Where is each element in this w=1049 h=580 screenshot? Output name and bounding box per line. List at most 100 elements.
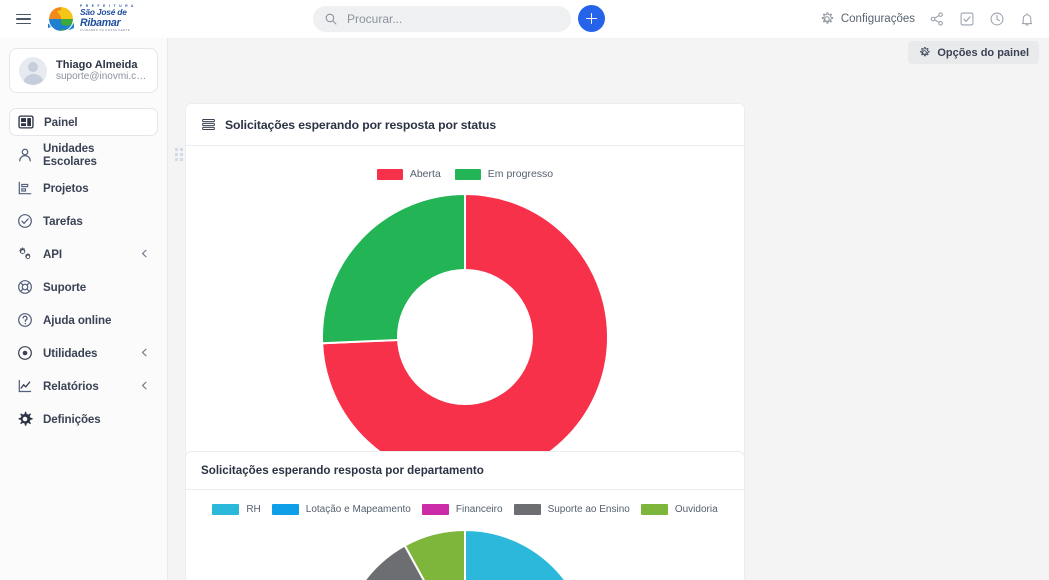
legend-swatch-rh <box>212 504 240 515</box>
sidebar-item-api[interactable]: API <box>9 240 158 268</box>
card-title: Solicitações esperando por resposta por … <box>225 117 497 132</box>
sidebar-label-painel: Painel <box>44 115 78 129</box>
sidebar-label-ajuda-online: Ajuda online <box>43 313 112 327</box>
legend-item-suporte-ao-ensino[interactable]: Suporte ao Ensino <box>513 504 630 515</box>
gears-icon <box>18 247 31 260</box>
search-container <box>313 6 571 32</box>
donut-chart-container <box>186 184 744 496</box>
sidebar-label-tarefas: Tarefas <box>43 214 83 228</box>
prefeitura-crest-icon <box>48 6 74 32</box>
legend-item-rh[interactable]: RH <box>212 504 261 515</box>
user-icon <box>19 148 31 162</box>
card2-header: Solicitações esperando resposta por depa… <box>186 452 744 490</box>
sidebar-item-relatorios[interactable]: Relatórios <box>9 372 158 400</box>
legend-item-ouvidoria[interactable]: Ouvidoria <box>640 504 718 515</box>
sidebar-item-projetos[interactable]: Projetos <box>9 174 158 202</box>
slice-ouvidoria[interactable] <box>403 528 466 580</box>
panel-options-label: Opções do painel <box>937 46 1029 59</box>
legend-swatch-suporte <box>513 504 541 515</box>
sidebar-label-definicoes: Definições <box>43 412 101 426</box>
bell-icon[interactable] <box>1019 11 1035 27</box>
card-body: Aberta Em progresso <box>186 146 744 504</box>
pie-slices[interactable] <box>340 528 590 580</box>
sidebar-label-relatorios: Relatórios <box>43 379 99 393</box>
legend-swatch-ouvidoria <box>640 504 668 515</box>
dot-circle-icon <box>18 346 32 360</box>
legend-swatch-em-progresso <box>454 168 481 180</box>
legend-label-lotacao: Lotação e Mapeamento <box>305 504 411 515</box>
projects-icon <box>18 181 32 195</box>
sidebar-label-api: API <box>43 247 63 261</box>
card-header: Solicitações esperando por resposta por … <box>186 104 744 146</box>
profile-email: suporte@inovmi.com... <box>56 71 148 82</box>
pie-chart[interactable] <box>320 527 610 580</box>
sidebar-item-suporte[interactable]: Suporte <box>9 273 158 301</box>
settings-label: Configurações <box>840 13 915 25</box>
donut-hole <box>397 269 533 405</box>
sidebar-label-projetos: Projetos <box>43 181 89 195</box>
slice-rh[interactable] <box>464 528 590 580</box>
brand-text: P R E F E I T U R A São José de Ribamar … <box>80 4 135 33</box>
donut-chart[interactable] <box>320 192 610 482</box>
sidebar-item-definicoes[interactable]: Definições <box>9 405 158 433</box>
search-input[interactable] <box>313 6 571 32</box>
sidebar-item-tarefas[interactable]: Tarefas <box>9 207 158 235</box>
sidebar-label-utilidades: Utilidades <box>43 346 98 360</box>
brand-subtitle: CUIDANDO DA NOSSA GENTE <box>80 29 131 33</box>
chevron-left-icon[interactable] <box>140 249 149 258</box>
brand-logo[interactable]: P R E F E I T U R A São José de Ribamar … <box>46 4 135 33</box>
hamburger-icon[interactable] <box>6 0 40 38</box>
profile-text: Thiago Almeida suporte@inovmi.com... <box>56 59 148 82</box>
avatar <box>19 56 47 85</box>
legend-label-suporte: Suporte ao Ensino <box>547 504 630 515</box>
pie-legend: RH Lotação e Mapeamento Financeiro Supor… <box>186 504 744 515</box>
profile-card[interactable]: Thiago Almeida suporte@inovmi.com... <box>9 48 158 93</box>
chevron-left-icon[interactable] <box>140 381 149 390</box>
donut-legend: Aberta Em progresso <box>186 168 744 180</box>
sidebar-item-ajuda-online[interactable]: Ajuda online <box>9 306 158 334</box>
lifebuoy-icon <box>18 280 32 294</box>
legend-label-rh: RH <box>246 504 261 515</box>
sidebar-item-utilidades[interactable]: Utilidades <box>9 339 158 367</box>
sidebar: Thiago Almeida suporte@inovmi.com... Pai… <box>0 38 168 580</box>
legend-swatch-financeiro <box>421 504 449 515</box>
pie-chart-container <box>186 527 744 580</box>
card-solicitacoes-departamento: Solicitações esperando resposta por depa… <box>185 451 745 580</box>
panel-options-button[interactable]: Opções do painel <box>908 41 1039 64</box>
top-right-actions: Configurações <box>819 0 1035 38</box>
legend-item-aberta[interactable]: Aberta <box>376 168 441 180</box>
check-circle-icon <box>18 214 32 228</box>
gear-icon <box>821 12 834 24</box>
legend-item-lotacao-e-mapeamento[interactable]: Lotação e Mapeamento <box>271 504 411 515</box>
legend-item-em-progresso[interactable]: Em progresso <box>454 168 554 180</box>
cog-icon <box>18 411 33 426</box>
share-icon[interactable] <box>929 11 945 27</box>
add-button[interactable] <box>578 5 605 32</box>
main-content: Opções do painel Solicitações esperando … <box>168 38 1049 580</box>
dashboard-icon <box>18 115 34 129</box>
chevron-left-icon[interactable] <box>140 348 149 357</box>
settings-button[interactable]: Configurações <box>819 11 915 27</box>
card2-body: RH Lotação e Mapeamento Financeiro Supor… <box>186 490 744 580</box>
clock-icon[interactable] <box>989 11 1005 27</box>
brand-line1: São José de <box>80 7 127 18</box>
drag-handle-icon[interactable] <box>175 148 183 161</box>
brand-line2: Ribamar <box>80 16 121 29</box>
sidebar-item-unidades-escolares[interactable]: Unidades Escolares <box>9 141 158 169</box>
card-solicitacoes-status: Solicitações esperando por resposta por … <box>185 103 745 505</box>
legend-label-em-progresso: Em progresso <box>487 168 554 180</box>
top-bar: P R E F E I T U R A São José de Ribamar … <box>0 0 1049 38</box>
sidebar-nav: Painel Unidades Escolares Projetos <box>0 108 167 433</box>
gear-icon <box>920 47 930 57</box>
chart-line-icon <box>18 379 32 393</box>
profile-name: Thiago Almeida <box>56 59 138 71</box>
legend-label-ouvidoria: Ouvidoria <box>674 504 718 515</box>
legend-label-aberta: Aberta <box>409 168 441 180</box>
legend-swatch-lotacao <box>271 504 299 515</box>
legend-item-financeiro[interactable]: Financeiro <box>421 504 503 515</box>
legend-label-financeiro: Financeiro <box>455 504 503 515</box>
sidebar-item-painel[interactable]: Painel <box>9 108 158 136</box>
sidebar-label-unidades-escolares: Unidades Escolares <box>43 142 97 168</box>
checkbox-icon[interactable] <box>959 11 975 27</box>
